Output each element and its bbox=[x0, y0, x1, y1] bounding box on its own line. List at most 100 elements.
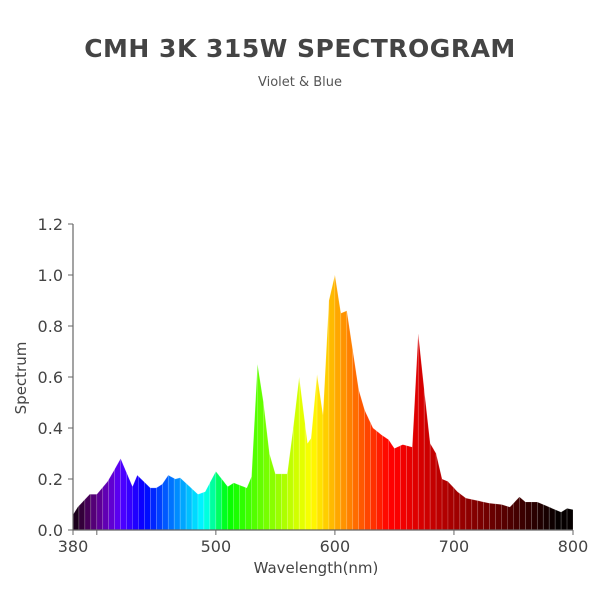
spectrum-band bbox=[406, 445, 413, 531]
spectrum-band bbox=[453, 487, 461, 531]
spectrum-band bbox=[519, 496, 526, 531]
spectrum-band bbox=[263, 402, 270, 531]
spectrum-band bbox=[150, 487, 157, 531]
spectrum-band bbox=[376, 430, 383, 531]
spectrum-band bbox=[501, 504, 508, 531]
spectrum-band bbox=[364, 410, 371, 531]
spectrum-band bbox=[447, 480, 455, 531]
spectrum-band bbox=[173, 477, 181, 531]
x-tick-label: 500 bbox=[201, 537, 232, 556]
spectrum-band bbox=[352, 350, 360, 531]
y-tick-label: 0.8 bbox=[38, 317, 63, 336]
chart-subtitle: Violet & Blue bbox=[257, 75, 343, 90]
spectrum-band bbox=[281, 473, 288, 531]
spectrum-band bbox=[548, 506, 556, 531]
spectrum-band bbox=[400, 444, 407, 531]
spectrum-band bbox=[531, 501, 538, 531]
spectrum-band bbox=[417, 333, 425, 531]
spectrum-band bbox=[233, 482, 240, 531]
spectrum-band bbox=[179, 477, 187, 531]
spectrum-band bbox=[495, 503, 502, 531]
x-tick-label: 800 bbox=[558, 537, 589, 556]
spectrum-band bbox=[185, 482, 193, 531]
spectrum-band bbox=[441, 478, 449, 531]
spectrum-band bbox=[239, 484, 246, 531]
spectrum-band bbox=[78, 498, 86, 531]
spectrum-band bbox=[370, 422, 377, 531]
chart-title: CMH 3K 315W SPECTROGRAM bbox=[84, 34, 516, 63]
spectrum-band bbox=[90, 493, 98, 531]
spectrum-band bbox=[489, 502, 496, 531]
spectrum-band bbox=[96, 486, 104, 531]
spectrum-band bbox=[536, 501, 544, 531]
spectrum-band bbox=[161, 474, 169, 531]
spectrum-band bbox=[257, 364, 264, 531]
spectrum-band bbox=[72, 505, 80, 531]
spectrum-band bbox=[483, 501, 490, 531]
spectrum-band bbox=[84, 493, 92, 531]
x-tick-label: 600 bbox=[320, 537, 351, 556]
y-tick-label: 1.2 bbox=[38, 215, 63, 234]
spectrum-band bbox=[423, 389, 431, 531]
spectrum-band bbox=[197, 491, 205, 531]
spectrum-band bbox=[542, 504, 550, 531]
spectrum-band bbox=[209, 471, 217, 531]
y-tick-label: 0.2 bbox=[38, 470, 63, 489]
spectrum-band bbox=[328, 274, 336, 531]
spectrum-band bbox=[120, 458, 127, 531]
spectrum-band bbox=[334, 274, 342, 531]
spectrum-band bbox=[346, 310, 354, 531]
spectrum-band bbox=[513, 496, 520, 531]
spectrum-band bbox=[388, 438, 395, 531]
spectrum-band bbox=[275, 473, 282, 531]
spectrum-band bbox=[429, 442, 437, 531]
spectrum-band bbox=[286, 427, 294, 531]
spectrum-band bbox=[394, 445, 401, 531]
spectrum-band bbox=[132, 474, 139, 531]
spectrum-band bbox=[227, 482, 235, 531]
spectrum-band bbox=[322, 300, 330, 531]
spectrum-band bbox=[358, 389, 365, 531]
spectrum-band bbox=[144, 481, 151, 531]
spectrum-band bbox=[435, 453, 443, 531]
spectrum-band bbox=[191, 488, 199, 531]
y-axis-label: Spectrum bbox=[12, 342, 30, 415]
spectrum-band bbox=[566, 507, 574, 531]
spectrum-band bbox=[560, 507, 568, 531]
spectrum-band bbox=[221, 478, 229, 531]
y-tick-label: 1.0 bbox=[38, 266, 63, 285]
spectrum-band bbox=[298, 376, 306, 531]
spectrum-band bbox=[340, 310, 348, 531]
spectrum-band bbox=[382, 435, 389, 531]
x-tick-label: 700 bbox=[439, 537, 470, 556]
spectrum-band bbox=[292, 376, 300, 531]
y-tick-label: 0.6 bbox=[38, 368, 63, 387]
spectrum-band bbox=[108, 468, 115, 531]
spectrum-band bbox=[477, 500, 485, 531]
x-tick-label: 380 bbox=[58, 537, 89, 556]
spectrum-band bbox=[411, 333, 419, 531]
spectrum-band bbox=[471, 499, 479, 531]
spectrum-band bbox=[126, 472, 133, 531]
spectrum-band bbox=[138, 475, 145, 531]
spectrum-band bbox=[251, 364, 258, 531]
x-axis-label: Wavelength(nm) bbox=[254, 559, 379, 577]
spectrum-band bbox=[203, 482, 211, 531]
spectrum-band bbox=[269, 453, 276, 531]
spectrum-band bbox=[507, 502, 514, 531]
y-tick-label: 0.4 bbox=[38, 419, 63, 438]
spectrum-band bbox=[304, 424, 312, 531]
spectrum-band bbox=[167, 474, 175, 531]
spectrum-band bbox=[525, 501, 532, 531]
spectrum-band bbox=[156, 483, 163, 531]
spectrum-band bbox=[465, 497, 473, 531]
spectrum-band bbox=[310, 374, 318, 531]
spectrum-band bbox=[245, 476, 252, 531]
spectrum-band bbox=[316, 374, 324, 531]
spectrum-band bbox=[102, 478, 110, 531]
y-tick-label: 0.0 bbox=[38, 521, 63, 540]
spectrum-band bbox=[554, 509, 562, 531]
spectrum-band bbox=[459, 492, 467, 531]
